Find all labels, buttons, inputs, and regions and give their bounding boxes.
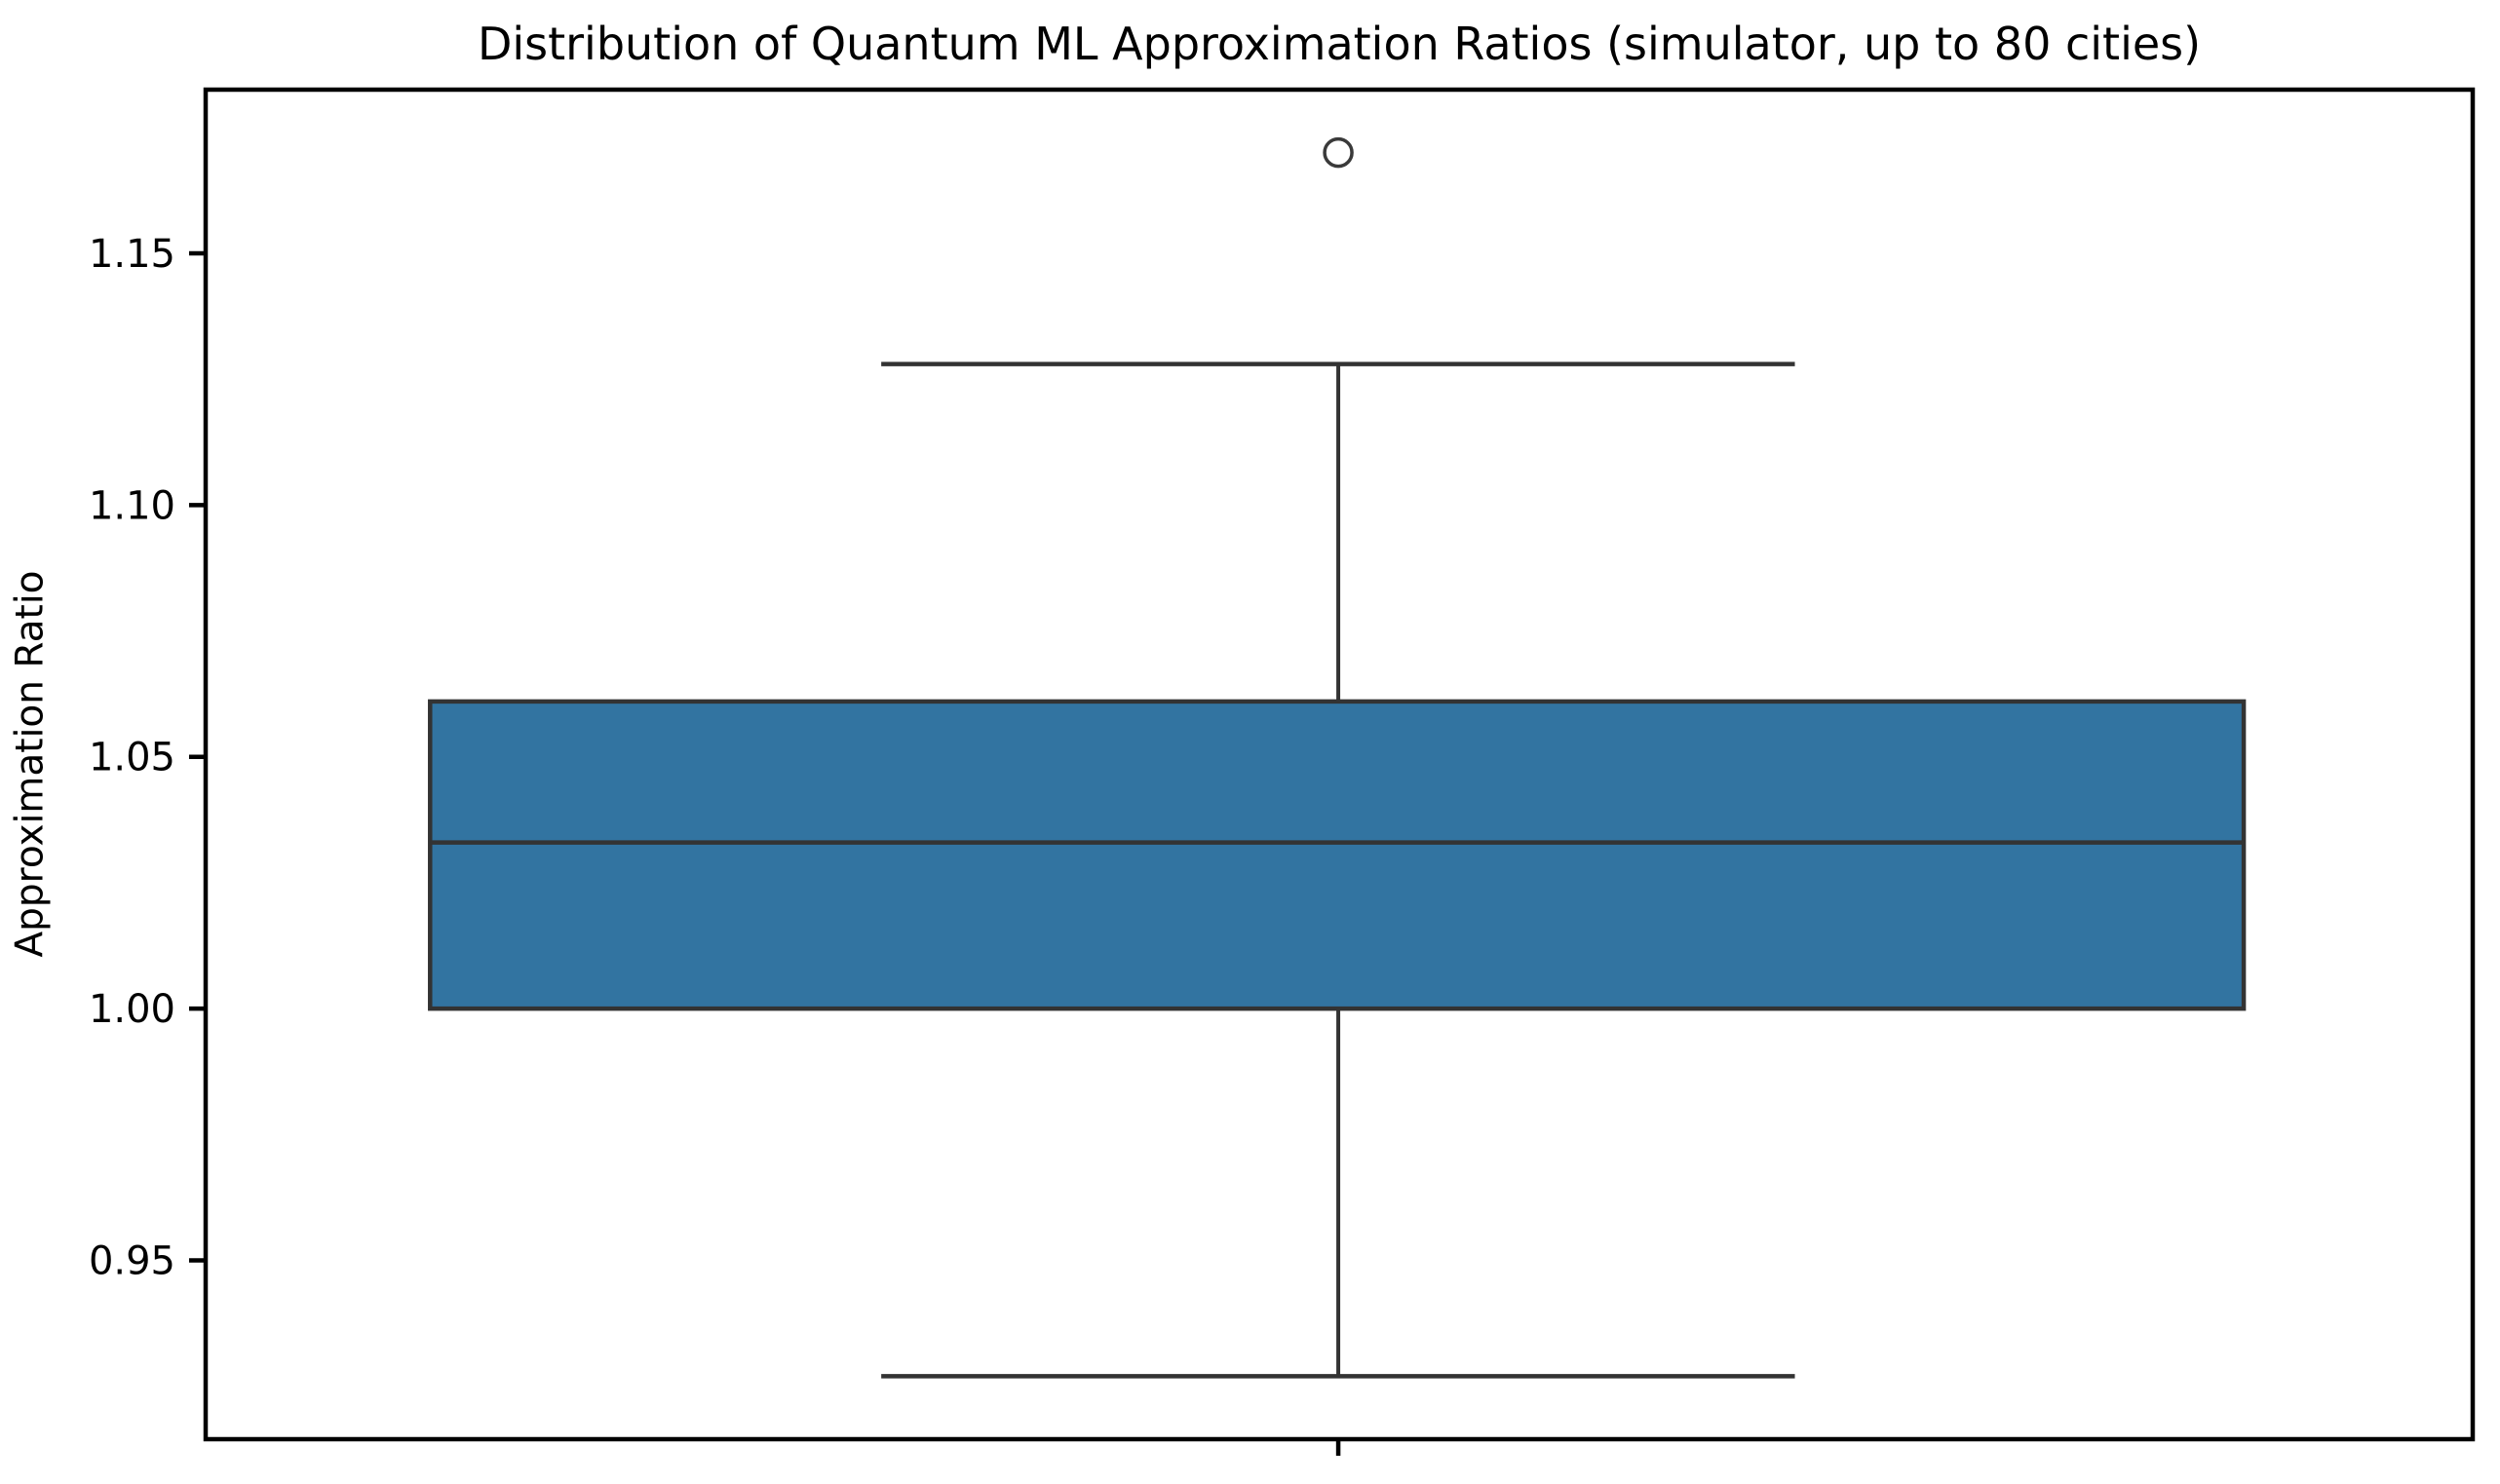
y-tick-label: 1.10 xyxy=(89,483,175,528)
y-tick-label: 1.05 xyxy=(89,736,175,780)
chart-title: Distribution of Quantum ML Approximation… xyxy=(477,18,2202,70)
y-tick-label: 0.95 xyxy=(89,1239,175,1284)
y-tick-label: 1.00 xyxy=(89,987,175,1032)
outlier-point xyxy=(1323,136,1354,169)
iqr-box xyxy=(428,699,2247,1011)
y-tick-label: 1.15 xyxy=(89,232,175,277)
plot-border xyxy=(203,87,2476,1442)
